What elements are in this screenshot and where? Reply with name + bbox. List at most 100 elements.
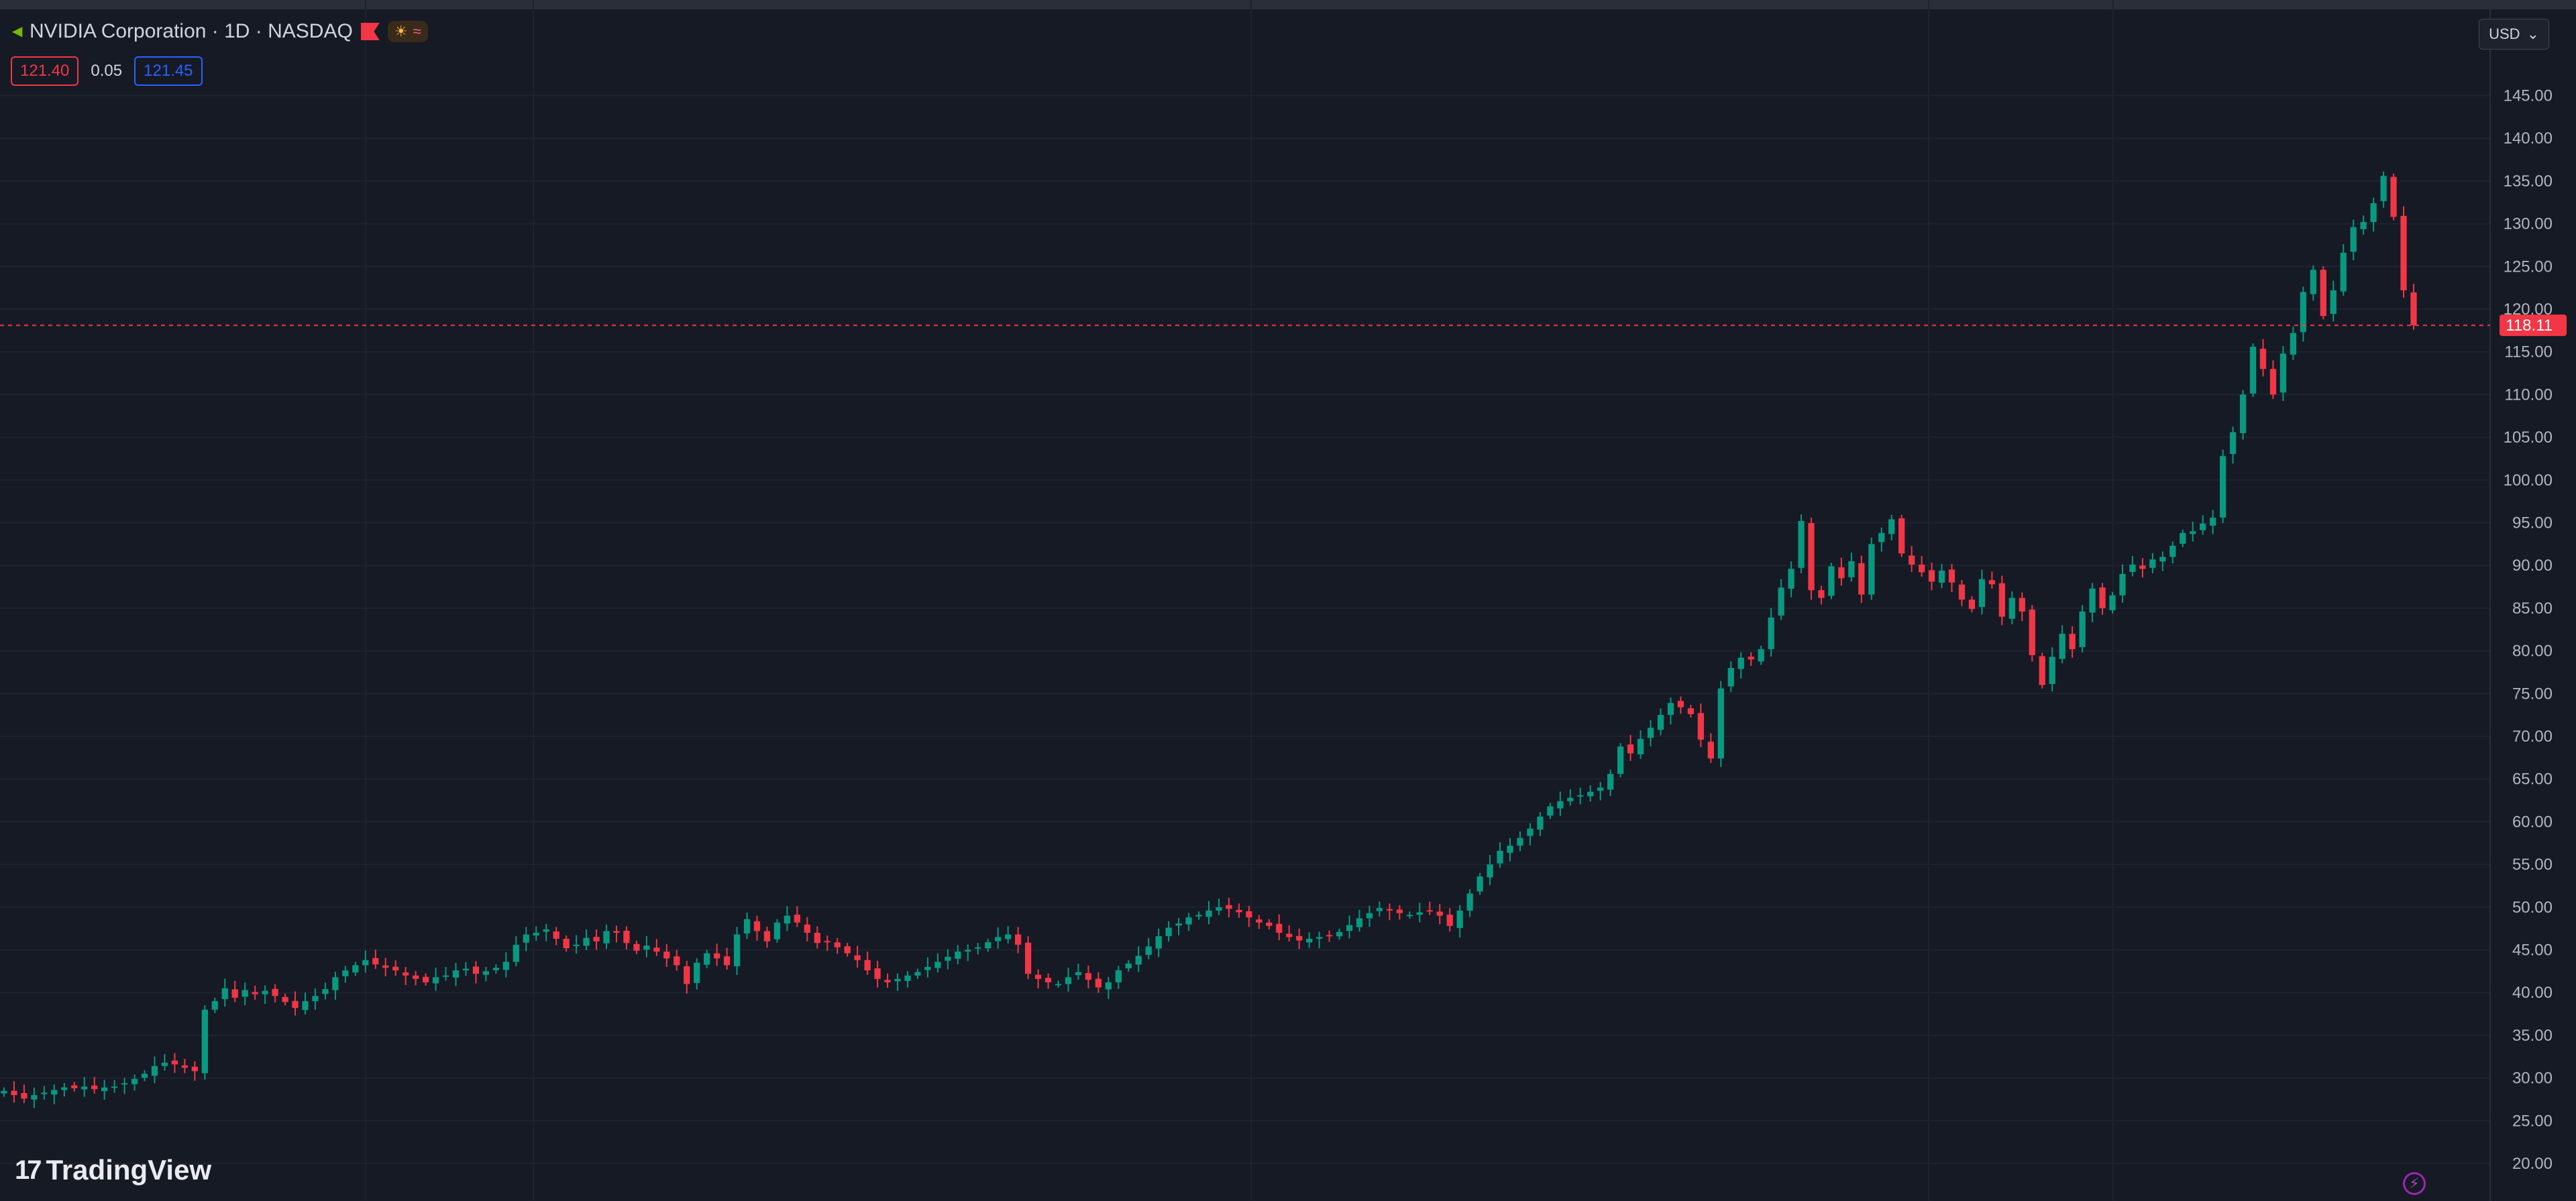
candle-body xyxy=(31,1095,38,1100)
candle xyxy=(1567,789,1574,806)
candle xyxy=(332,972,339,1000)
candle xyxy=(2320,266,2326,320)
candle xyxy=(402,966,409,985)
market-status-badge[interactable]: ☀ ≈ xyxy=(387,21,428,42)
candle-body xyxy=(201,1009,208,1074)
candle-body xyxy=(1537,816,1544,830)
candle xyxy=(844,943,851,957)
candle-body xyxy=(1426,910,1433,912)
candle-body xyxy=(1145,946,1152,955)
candle-body xyxy=(814,933,820,943)
candle xyxy=(131,1074,138,1091)
price-tick-label: 55.00 xyxy=(2512,856,2553,874)
candle-body xyxy=(1988,580,1996,585)
candle-body xyxy=(1567,797,1574,801)
candle-body xyxy=(292,1000,299,1009)
candle-body xyxy=(2350,227,2357,252)
symbol-title[interactable]: NVIDIA Corporation · 1D · NASDAQ xyxy=(30,20,353,42)
candle xyxy=(1005,925,1012,944)
price-axis: 145.00140.00135.00130.00125.00120.00115.… xyxy=(2504,87,2553,1174)
candle xyxy=(1737,652,1744,679)
candle xyxy=(1155,928,1162,958)
candle xyxy=(2109,591,2116,614)
candle xyxy=(1075,963,1082,980)
candle xyxy=(91,1077,98,1094)
candle-body xyxy=(513,944,519,962)
candle-body xyxy=(653,948,660,952)
candle-body xyxy=(61,1087,68,1090)
candle-body xyxy=(1748,656,1754,660)
candle-body xyxy=(1978,579,1986,608)
candle-body xyxy=(2279,353,2287,393)
ask-price-button[interactable]: 121.45 xyxy=(134,56,203,86)
candle xyxy=(995,927,1002,949)
candle-body xyxy=(1044,978,1052,982)
candle-body xyxy=(573,944,580,946)
currency-selector[interactable]: USD ⌄ xyxy=(2479,19,2549,50)
candle-body xyxy=(111,1086,118,1088)
flag-icon[interactable] xyxy=(360,23,380,40)
candle xyxy=(2149,553,2156,573)
price-tick-label: 65.00 xyxy=(2512,770,2553,789)
candle xyxy=(864,952,871,975)
candle xyxy=(723,948,731,970)
candle-body xyxy=(995,937,1002,941)
candle-body xyxy=(2029,609,2035,655)
candle-body xyxy=(502,962,509,970)
candle-body xyxy=(543,929,549,932)
candle-body xyxy=(2320,270,2326,317)
candle xyxy=(2350,219,2357,261)
candle xyxy=(392,960,399,976)
current-price-tag xyxy=(2500,314,2567,337)
candle-body xyxy=(1617,746,1624,775)
candle-body xyxy=(21,1093,28,1099)
candle-body xyxy=(1346,925,1353,931)
candle-body xyxy=(211,1000,218,1010)
candle-body xyxy=(332,977,339,990)
candle-body xyxy=(2239,394,2247,433)
candle-body xyxy=(1065,977,1072,984)
candle xyxy=(1848,553,1855,582)
candle xyxy=(161,1053,168,1071)
candle-body xyxy=(2119,573,2126,595)
candle-body xyxy=(2300,292,2307,333)
candle-body xyxy=(945,956,951,961)
candle xyxy=(382,958,389,976)
candle-body xyxy=(1135,956,1142,965)
candle xyxy=(2300,286,2307,342)
candle xyxy=(1898,514,1905,557)
candle xyxy=(1135,946,1142,972)
candle-body xyxy=(1727,668,1734,687)
price-tick-label: 45.00 xyxy=(2512,941,2553,960)
candle xyxy=(292,991,299,1016)
candle-body xyxy=(252,992,258,994)
candle xyxy=(111,1080,118,1093)
candle-body xyxy=(231,989,238,998)
candle xyxy=(1717,681,1724,767)
candle-body xyxy=(1918,564,1925,573)
candle-body xyxy=(1687,708,1695,714)
candle-body xyxy=(1858,563,1865,595)
lightning-icon[interactable]: ⚡ xyxy=(2403,1172,2426,1195)
candle-body xyxy=(1446,915,1453,926)
candle xyxy=(753,915,761,941)
candle-body xyxy=(1909,555,1915,565)
candle xyxy=(2400,206,2407,298)
candle xyxy=(1537,812,1544,836)
candle xyxy=(482,966,490,982)
bid-price-button[interactable]: 121.40 xyxy=(11,56,79,86)
candle-body xyxy=(1597,787,1604,791)
top-border xyxy=(0,0,2576,9)
candle xyxy=(492,964,500,974)
candle xyxy=(1256,915,1263,929)
candle xyxy=(1246,905,1252,927)
candle-body xyxy=(2259,349,2267,369)
tradingview-brand[interactable]: 17 TradingView xyxy=(15,1154,211,1186)
symbol-legend: ◀ NVIDIA Corporation · 1D · NASDAQ ☀ ≈ xyxy=(12,20,428,43)
candle-body xyxy=(2370,203,2377,223)
candle-body xyxy=(874,968,881,979)
price-tick-label: 70.00 xyxy=(2512,728,2553,746)
candle xyxy=(2269,360,2277,400)
candle-body xyxy=(71,1085,78,1088)
